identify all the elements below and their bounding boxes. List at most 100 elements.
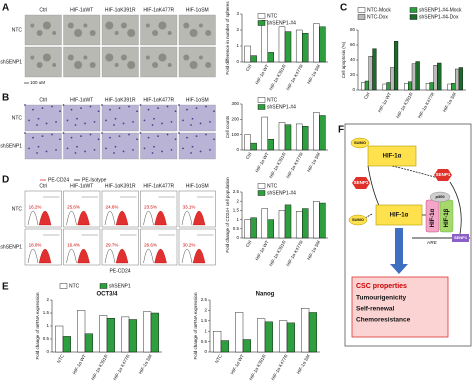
y-tick-label: 3 (236, 11, 239, 16)
arrow (391, 165, 439, 179)
percent-label: 23.5% (144, 204, 157, 209)
bar (433, 65, 438, 91)
arrow (364, 213, 373, 219)
sphere (158, 53, 167, 62)
cell (178, 132, 180, 134)
row-label: shSENP1 (0, 244, 22, 250)
legend-swatch (257, 13, 266, 19)
cell (62, 132, 65, 134)
legend-label: NTC (267, 97, 278, 103)
y-tick-label: 300 (231, 101, 239, 106)
y-tick-label: 0 (204, 349, 207, 354)
bar (128, 319, 137, 353)
bar (242, 339, 251, 353)
cell (59, 110, 61, 113)
bar (261, 116, 268, 151)
bar (319, 115, 326, 151)
column-label: HIF-1αWT (70, 183, 93, 189)
percent-label: 33.1% (183, 204, 196, 209)
cell (76, 145, 78, 148)
sphere (67, 22, 74, 29)
column-label: HIF-1αK477R (143, 97, 174, 103)
legend-label: NTC (69, 283, 80, 289)
column-label: HIF-1αSM (186, 7, 209, 13)
cd24-curve (192, 210, 206, 226)
row-label: shSENP1 (0, 59, 22, 65)
cell (190, 152, 192, 154)
csc-item: Chemoresistance (356, 317, 411, 324)
sphere (36, 62, 43, 68)
y-tick-label: 1.5 (43, 310, 50, 315)
micrograph (24, 46, 62, 78)
sphere (205, 62, 212, 68)
bar (284, 124, 292, 151)
micrograph (178, 46, 216, 78)
y-axis-label: Cell counts (225, 115, 230, 138)
x-tick-label: HIF-1α K391R (268, 63, 287, 91)
y-tick-label: 2.5 (201, 297, 208, 302)
cell (191, 145, 194, 148)
hre-label: HRE (427, 240, 437, 245)
sumo-label: SUMO (352, 217, 364, 222)
x-tick-label: NTC (214, 353, 223, 364)
legend-label: NTC (267, 183, 278, 189)
y-axis-label: Fold difference in number of spheres (225, 1, 230, 75)
sphere (42, 21, 51, 30)
x-tick-label: HIF-1α K391R (395, 91, 414, 119)
row-label: NTC (12, 27, 23, 33)
y-axis-label: Fold change of mRNA expression (193, 292, 198, 360)
cell (37, 117, 40, 120)
bar (425, 83, 431, 91)
y-tick-label: 0 (352, 87, 355, 92)
x-tick-label: HIF-1α K477R (270, 353, 289, 381)
cd24-curve (154, 248, 167, 264)
cell (55, 149, 57, 151)
bar (361, 82, 366, 91)
legend-label: NTC-Dox (367, 14, 388, 20)
bar (455, 68, 460, 91)
x-tick-label: HIF-1α SM (296, 353, 311, 375)
cell (36, 124, 38, 126)
bar (411, 63, 416, 91)
micrograph (63, 14, 101, 46)
column-label: HIF-1αK477R (143, 7, 174, 13)
bar (393, 41, 399, 91)
bar (386, 82, 391, 91)
x-tick-label: HIF-1α K391R (268, 239, 287, 267)
legend-swatch (99, 283, 108, 289)
cell (113, 124, 115, 126)
cell (76, 117, 78, 120)
bar (364, 80, 369, 91)
panel-letter: C (340, 3, 347, 14)
micrograph (140, 104, 178, 132)
isotype-curve (181, 210, 193, 226)
sphere (36, 30, 43, 36)
sphere (127, 61, 136, 69)
legend-label: PE-CD24 (48, 177, 69, 183)
bar (286, 322, 295, 353)
cell (147, 136, 150, 139)
legend-swatch (257, 190, 266, 196)
y-tick-label: 2 (204, 308, 207, 313)
sphere (74, 29, 83, 37)
bar (301, 308, 310, 353)
bar (447, 83, 452, 91)
hif-label: HIF-1α (390, 213, 409, 219)
cell (84, 122, 86, 125)
isotype-curve (27, 210, 39, 226)
sphere (205, 30, 212, 36)
micrograph (178, 132, 216, 160)
cell (84, 150, 86, 153)
senp1-hexagon (352, 177, 370, 189)
percent-label: 18.0% (29, 242, 42, 247)
diagram: HIF-1α SUMO SENP1 SUMO HIF-1α SENP1 p300… (344, 123, 472, 347)
isotype-curve (66, 248, 77, 264)
bar (235, 312, 244, 353)
cell (147, 108, 150, 111)
y-tick-label: 1 (46, 323, 49, 328)
isotype-curve (104, 248, 116, 264)
bar (284, 31, 292, 63)
sphere (183, 22, 190, 29)
bar (267, 52, 275, 63)
bar (372, 48, 377, 91)
